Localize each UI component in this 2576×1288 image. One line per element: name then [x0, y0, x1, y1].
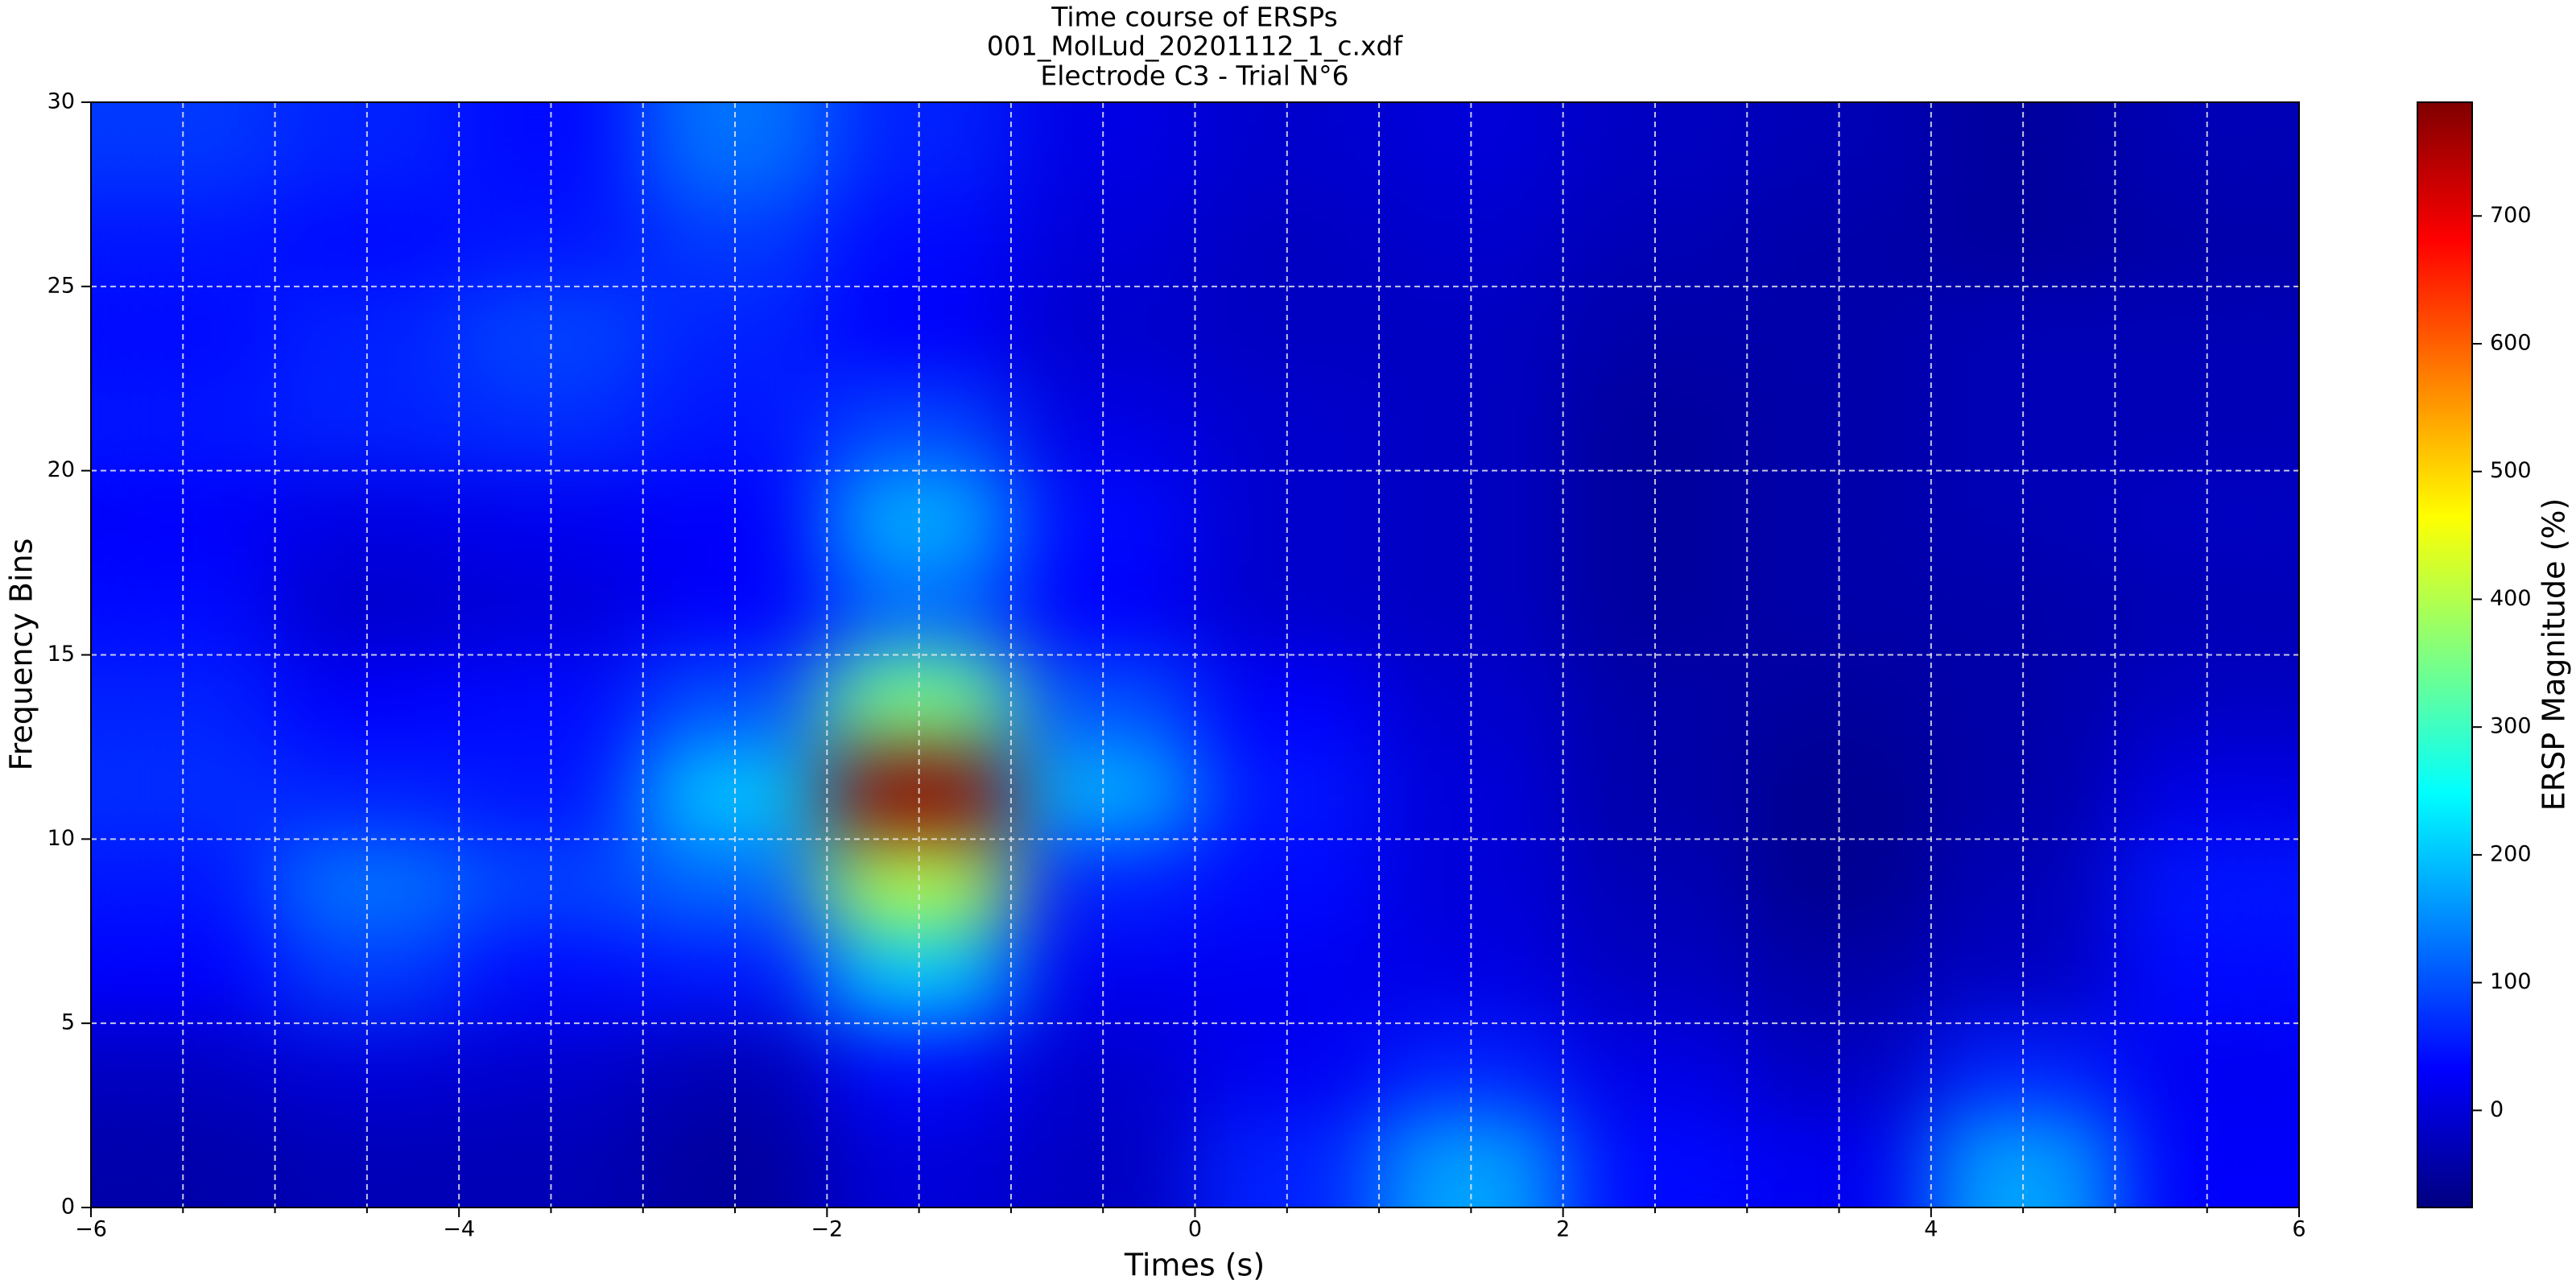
colorbar-tick-label: 200	[2490, 841, 2532, 866]
y-tick-label: 5	[61, 1010, 75, 1035]
x-tick-label: −6	[75, 1217, 107, 1242]
colorbar-tick-label: 100	[2490, 969, 2532, 994]
heatmap-cell	[459, 102, 644, 195]
colorbar-tick-label: 600	[2490, 330, 2532, 355]
heatmap-cell	[642, 102, 828, 195]
heatmap-cell	[91, 102, 276, 195]
x-tick-label: −2	[811, 1217, 843, 1242]
y-tick-label: 30	[47, 89, 75, 114]
colorbar-tick-label: 400	[2490, 586, 2532, 611]
colorbar-tick-label: 700	[2490, 203, 2532, 228]
plot-frame	[90, 101, 2300, 1208]
y-tick-label: 10	[47, 826, 75, 851]
heatmap-cell	[1379, 102, 1564, 195]
x-tick-label: −4	[443, 1217, 475, 1242]
heatmap-cell	[1930, 102, 2116, 195]
y-tick-label: 25	[47, 273, 75, 298]
y-tick-label: 15	[47, 642, 75, 667]
y-axis-label: Frequency Bins	[4, 539, 39, 771]
y-tick-label: 0	[61, 1195, 75, 1220]
x-axis-label: Times (s)	[1124, 1248, 1265, 1283]
heatmap-cell	[1563, 102, 1748, 195]
heatmap-cell	[275, 102, 460, 195]
heatmap-cell	[1747, 102, 1932, 195]
x-tick-label: 0	[1188, 1217, 1202, 1242]
heatmap-cell	[2115, 102, 2299, 195]
x-tick-label: 4	[1924, 1217, 1938, 1242]
heatmap-cell	[827, 102, 1012, 195]
x-tick-label: 2	[1556, 1217, 1570, 1242]
x-tick-label: 6	[2292, 1217, 2306, 1242]
colorbar-tick-label: 500	[2490, 458, 2532, 483]
colorbar	[2417, 101, 2473, 1208]
chart-subtitle: 001_MolLud_20201112_1_c.xdf	[987, 31, 1404, 62]
chart-subtitle: Electrode C3 - Trial N°6	[1040, 60, 1348, 92]
heatmap-cell	[1195, 102, 1380, 195]
chart-title: Time course of ERSPs	[1051, 2, 1338, 33]
colorbar-tick-label: 0	[2490, 1097, 2504, 1122]
colorbar-label: ERSP Magnitude (%)	[2537, 498, 2572, 811]
y-tick-label: 20	[47, 457, 75, 482]
colorbar-tick-label: 300	[2490, 714, 2532, 739]
heatmap-cell	[1010, 102, 1195, 195]
